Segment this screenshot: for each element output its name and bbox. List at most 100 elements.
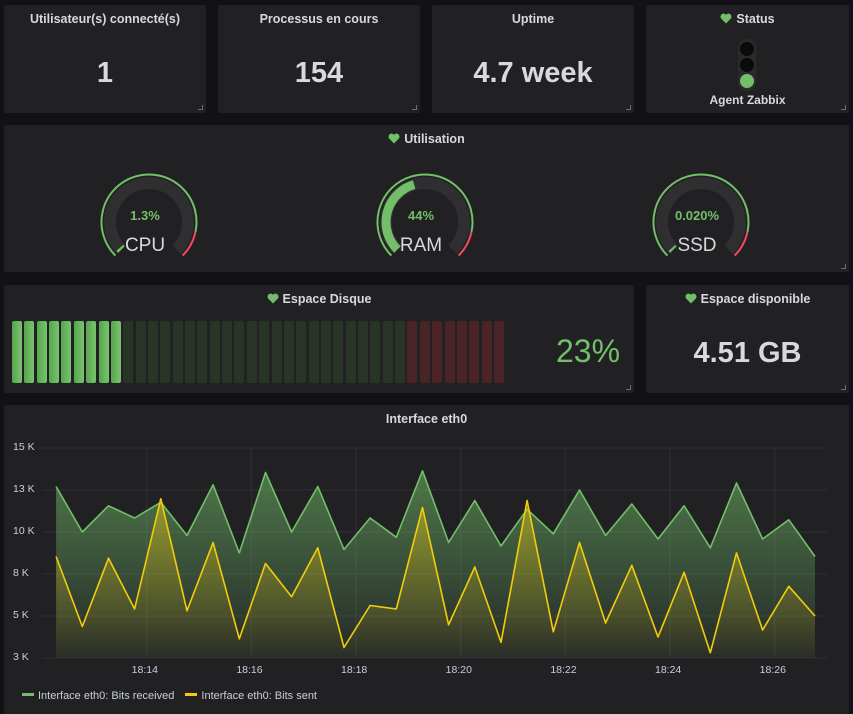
disk-bar-cell: [432, 321, 443, 383]
disk-bar-cell: [444, 321, 455, 383]
legend-swatch-sent: [185, 693, 198, 696]
disk-bar-cell: [73, 321, 84, 383]
resize-handle-icon[interactable]: [626, 105, 631, 110]
traffic-light-green: [740, 74, 754, 88]
disk-bar-cell: [222, 321, 233, 383]
disk-bar-cell: [197, 321, 208, 383]
heart-icon: [720, 13, 732, 24]
utilisation-panel-title[interactable]: Utilisation: [4, 132, 849, 146]
legend-label-received: Interface eth0: Bits received: [38, 690, 175, 702]
disk-bar-cell: [86, 321, 97, 383]
disk-bar-cell: [345, 321, 356, 383]
ram-gauge-value: 44%: [407, 208, 435, 223]
disk-bar-cell: [36, 321, 47, 383]
free-space-panel-title[interactable]: Espace disponible: [646, 292, 849, 306]
utilisation-title-text: Utilisation: [404, 132, 465, 146]
disk-bar-cell: [296, 321, 307, 383]
disk-bar-cell: [147, 321, 158, 383]
ssd-gauge-label: SSD: [677, 235, 717, 256]
x-tick-label: 18:22: [550, 664, 577, 676]
ssd-gauge-threshold-high: [733, 231, 749, 257]
free-space-title-text: Espace disponible: [700, 292, 811, 306]
y-tick-label: 5 K: [13, 609, 29, 621]
disk-bar-gauge: [12, 321, 504, 383]
disk-bar-cell: [333, 321, 344, 383]
disk-bar-cell: [419, 321, 430, 383]
legend-item-sent[interactable]: Interface eth0: Bits sent: [185, 690, 317, 702]
disk-bar-cell: [271, 321, 282, 383]
heart-icon: [685, 293, 697, 304]
ssd-gauge-value: 0.020%: [674, 208, 720, 223]
disk-bar-cell: [370, 321, 381, 383]
disk-bar-cell: [24, 321, 35, 383]
users-panel: Utilisateur(s) connecté(s) 1: [4, 5, 206, 113]
utilisation-panel: Utilisation 1.3% 44% 0.020% CPU RAM SSD: [4, 125, 849, 272]
disk-bar-cell: [382, 321, 393, 383]
x-tick-label: 18:20: [445, 664, 472, 676]
disk-bar-cell: [123, 321, 134, 383]
legend-label-sent: Interface eth0: Bits sent: [201, 690, 317, 702]
heart-icon: [388, 133, 400, 144]
resize-handle-icon[interactable]: [412, 105, 417, 110]
traffic-light-red: [740, 42, 754, 56]
traffic-light: [738, 39, 756, 91]
disk-bar-cell: [172, 321, 183, 383]
x-tick-label: 18:26: [759, 664, 786, 676]
disk-bar-cell: [358, 321, 369, 383]
disk-bar-cell: [61, 321, 72, 383]
uptime-value: 4.7 week: [473, 57, 593, 89]
disk-bar-cell: [49, 321, 60, 383]
resize-handle-icon[interactable]: [841, 105, 846, 110]
cpu-gauge-label: CPU: [124, 235, 166, 256]
disk-bar-cell: [185, 321, 196, 383]
disk-bar-cell: [246, 321, 257, 383]
x-tick-label: 18:14: [131, 664, 158, 676]
x-tick-label: 18:18: [341, 664, 368, 676]
resize-handle-icon[interactable]: [841, 385, 846, 390]
cpu-gauge-threshold-ok: [100, 173, 198, 257]
disk-bar-cell: [110, 321, 121, 383]
disk-bar-cell: [493, 321, 504, 383]
disk-bar-cell: [160, 321, 171, 383]
legend-swatch-received: [22, 693, 34, 696]
disk-bar-cell: [12, 321, 23, 383]
ssd-gauge-track: [656, 177, 746, 254]
heart-icon: [267, 293, 278, 304]
resize-handle-icon[interactable]: [626, 385, 631, 390]
cpu-gauge-fill: [116, 244, 125, 253]
uptime-panel-title[interactable]: Uptime: [511, 12, 555, 26]
status-panel-title[interactable]: Status: [646, 12, 849, 26]
free-space-value: 4.51 GB: [693, 337, 802, 369]
y-tick-label: 3 K: [13, 651, 29, 663]
disk-bar-cell: [481, 321, 492, 383]
processes-value: 154: [294, 57, 344, 89]
ram-gauge-threshold-ok: [376, 173, 474, 257]
legend-item-received[interactable]: Interface eth0: Bits received: [22, 690, 174, 702]
resize-handle-icon[interactable]: [198, 105, 203, 110]
users-value: 1: [96, 57, 114, 89]
disk-bar-cell: [234, 321, 245, 383]
resize-handle-icon[interactable]: [841, 264, 846, 269]
x-tick-label: 18:24: [655, 664, 682, 676]
disk-bar-cell: [395, 321, 406, 383]
traffic-light-yellow: [740, 58, 754, 72]
x-tick-label: 18:16: [236, 664, 263, 676]
status-panel: Status Agent Zabbix: [646, 5, 849, 113]
disk-panel-title[interactable]: Espace Disque: [4, 292, 634, 306]
processes-panel: Processus en cours 154: [218, 5, 420, 113]
ssd-gauge-fill: [668, 244, 677, 253]
cpu-gauge-track: [104, 177, 194, 254]
chart-legend: Interface eth0: Bits received Interface …: [22, 690, 325, 702]
status-title-text: Status: [736, 12, 775, 26]
disk-bar-cell: [259, 321, 270, 383]
disk-bar-cell: [283, 321, 294, 383]
y-tick-label: 8 K: [13, 567, 29, 579]
interface-panel-title[interactable]: Interface eth0: [385, 412, 468, 426]
disk-panel: Espace Disque 23%: [4, 285, 634, 393]
status-label: Agent Zabbix: [709, 93, 786, 107]
y-tick-label: 10 K: [13, 525, 35, 537]
processes-panel-title[interactable]: Processus en cours: [259, 12, 379, 26]
disk-bar-cell: [320, 321, 331, 383]
users-panel-title[interactable]: Utilisateur(s) connecté(s): [29, 12, 181, 26]
free-space-panel: Espace disponible 4.51 GB: [646, 285, 849, 393]
